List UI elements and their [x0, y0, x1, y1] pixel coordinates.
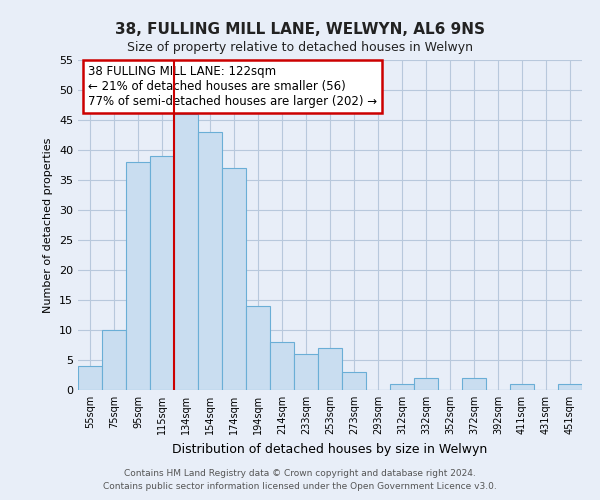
Bar: [150, 156, 174, 390]
Bar: [102, 330, 126, 390]
Bar: [390, 384, 414, 390]
Bar: [270, 342, 294, 390]
Y-axis label: Number of detached properties: Number of detached properties: [43, 138, 53, 312]
Text: Contains HM Land Registry data © Crown copyright and database right 2024.
Contai: Contains HM Land Registry data © Crown c…: [103, 470, 497, 491]
Bar: [126, 162, 150, 390]
Bar: [294, 354, 318, 390]
Text: 38 FULLING MILL LANE: 122sqm
← 21% of detached houses are smaller (56)
77% of se: 38 FULLING MILL LANE: 122sqm ← 21% of de…: [88, 65, 377, 108]
Text: Size of property relative to detached houses in Welwyn: Size of property relative to detached ho…: [127, 41, 473, 54]
Text: 38, FULLING MILL LANE, WELWYN, AL6 9NS: 38, FULLING MILL LANE, WELWYN, AL6 9NS: [115, 22, 485, 38]
Bar: [78, 366, 102, 390]
Bar: [246, 306, 270, 390]
Bar: [558, 384, 582, 390]
Bar: [414, 378, 438, 390]
Bar: [462, 378, 486, 390]
Bar: [510, 384, 534, 390]
Bar: [174, 114, 198, 390]
Bar: [222, 168, 246, 390]
Bar: [318, 348, 342, 390]
Bar: [198, 132, 222, 390]
Bar: [342, 372, 366, 390]
X-axis label: Distribution of detached houses by size in Welwyn: Distribution of detached houses by size …: [172, 442, 488, 456]
